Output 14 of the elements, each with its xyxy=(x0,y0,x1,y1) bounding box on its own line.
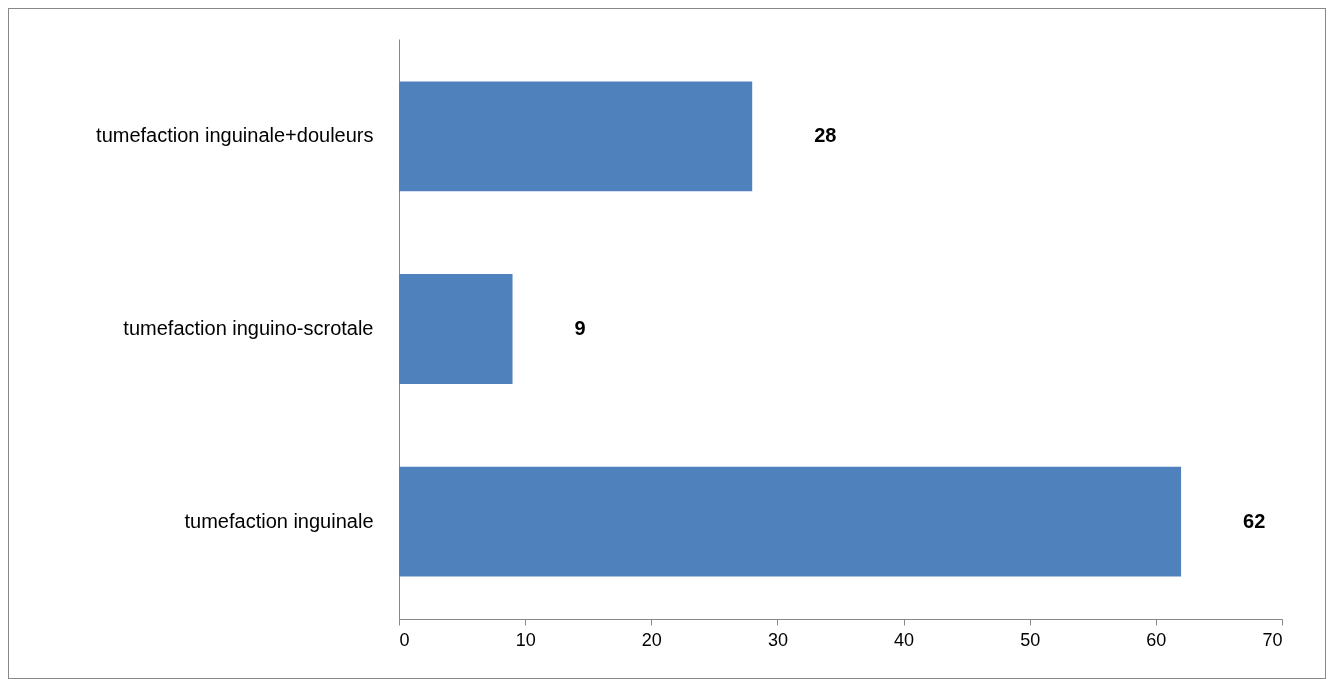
x-tick-label: 20 xyxy=(641,629,662,650)
data-label: 62 xyxy=(1243,509,1266,532)
data-label: 28 xyxy=(814,124,837,147)
x-tick-label: 40 xyxy=(894,629,915,650)
x-tick-label: 50 xyxy=(1020,629,1041,650)
x-tick-label: 30 xyxy=(767,629,788,650)
y-tick-label: tumefaction inguinale xyxy=(184,509,374,532)
x-tick-label: 60 xyxy=(1146,629,1167,650)
y-tick-label: tumefaction inguino-scrotale xyxy=(123,317,374,339)
y-tick-label: tumefaction inguinale+douleurs xyxy=(96,124,374,147)
data-label: 9 xyxy=(574,317,586,339)
x-tick-label: 70 xyxy=(1262,629,1283,650)
x-tick-label: 0 xyxy=(399,629,410,650)
x-tick-label: 10 xyxy=(515,629,536,650)
